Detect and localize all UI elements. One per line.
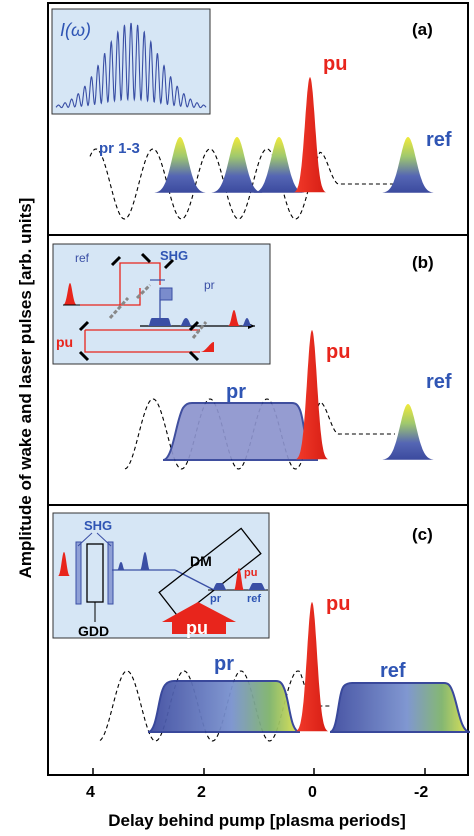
panel-a-probe-label: pr 1-3 [99,140,140,157]
panel-b-probe-pulse [162,402,319,461]
panel-b-tag: (b) [412,253,434,272]
panel-b-inset [52,243,271,365]
x-tick-2: 2 [197,784,206,801]
panel-c-pu-label: pu [326,593,350,615]
inset-c-pu-arrow [162,602,236,634]
inset-b-pr-pulse [148,318,172,326]
panel-a-pu-label: pu [323,53,347,75]
inset-c-pr-label: pr [210,593,222,605]
panel-c-tag: (c) [412,525,433,544]
inset-c-pu-big-label: pu [186,618,208,638]
x-axis-label: Delay behind pump [plasma periods] [108,811,406,830]
inset-c-dm-label: DM [190,553,212,569]
panel-a: I(ω) (a) pu pr 1-3 ref [51,8,452,220]
panel-b-setup-diagram: ref SHG pr pu [56,248,255,362]
inset-b-pr-label: pr [204,278,215,292]
panel-c-ref-pulse [329,682,471,733]
panel-c-probe-label: pr [214,653,234,675]
panel-a-pump-pulse [294,77,326,193]
panel-b-ref-label: ref [426,371,452,393]
panel-a-probe-pulse-1 [154,137,206,193]
panel-a-ref-pulse [382,137,434,193]
panel-c-probe-pulse [147,680,301,733]
inset-c-pump-pulse [58,552,70,576]
panel-b-ref-pulse [382,404,434,460]
inset-b-shg-crystal [159,287,173,301]
panel-a-inset-label: I(ω) [60,20,91,40]
inset-b-pump-pulse [63,283,77,305]
panel-c-setup-diagram: SHG GDD DM pu pr ref pu [58,518,268,639]
panel-c-pump-pulse [296,602,328,732]
panel-a-ref-label: ref [426,129,452,151]
inset-b-pu-label: pu [56,334,73,350]
panel-a-tag: (a) [412,20,433,39]
panel-a-wake-curve [89,148,395,220]
inset-b-ref-label: ref [75,251,90,265]
panel-b-probe-label: pr [226,381,246,403]
inset-b-pu-pulse [228,310,240,326]
panel-a-probe-pulse-2 [211,137,263,193]
inset-c-pr-pulse [212,583,227,590]
y-axis-label: Amplitude of wake and laser pulses [arb.… [16,198,35,579]
x-tick-neg2: -2 [414,784,428,801]
panel-b-pump-pulse [296,330,328,460]
spectrum-curve [55,22,207,109]
inset-b-shg-label: SHG [160,248,188,263]
inset-c-pu-small-label: pu [244,567,257,579]
panel-c-wake-curve [99,670,330,742]
panel-c-ref-label: ref [380,660,406,682]
x-tick-4: 4 [86,784,95,801]
panel-a-probe-pulse-3 [253,137,305,193]
inset-c-gdd-label: GDD [78,623,109,639]
panel-c: SHG GDD DM pu pr ref pu (c) pu pr ref [52,512,471,742]
inset-c-shg-label: SHG [84,518,112,533]
x-tick-0: 0 [308,784,317,801]
inset-c-ref-label: ref [247,593,261,605]
x-axis: 4 2 0 -2 Delay behind pump [plasma perio… [86,768,428,830]
panel-b: ref SHG pr pu (b) pu pr ref [52,243,452,470]
panel-b-pu-label: pu [326,341,350,363]
